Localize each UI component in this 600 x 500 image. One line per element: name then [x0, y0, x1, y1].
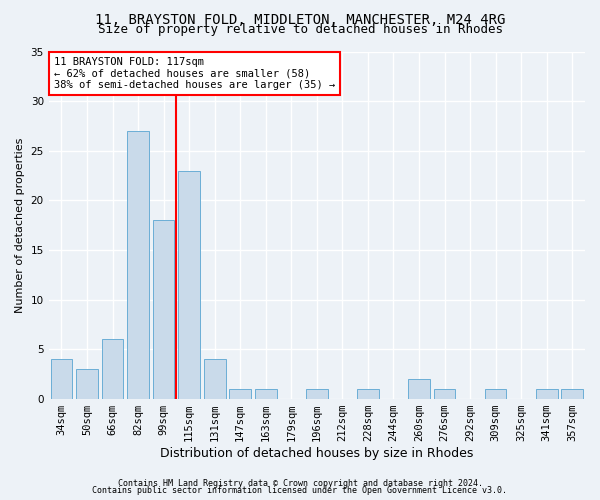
Bar: [255, 389, 277, 399]
Bar: [536, 389, 557, 399]
Bar: [76, 370, 98, 399]
Bar: [562, 389, 583, 399]
Bar: [50, 360, 72, 399]
Bar: [178, 170, 200, 399]
Text: 11, BRAYSTON FOLD, MIDDLETON, MANCHESTER, M24 4RG: 11, BRAYSTON FOLD, MIDDLETON, MANCHESTER…: [95, 12, 505, 26]
Bar: [101, 340, 124, 399]
Bar: [434, 389, 455, 399]
Bar: [127, 131, 149, 399]
Text: Size of property relative to detached houses in Rhodes: Size of property relative to detached ho…: [97, 22, 503, 36]
Bar: [485, 389, 506, 399]
Bar: [204, 360, 226, 399]
Bar: [357, 389, 379, 399]
Text: Contains public sector information licensed under the Open Government Licence v3: Contains public sector information licen…: [92, 486, 508, 495]
Bar: [408, 379, 430, 399]
Text: Contains HM Land Registry data © Crown copyright and database right 2024.: Contains HM Land Registry data © Crown c…: [118, 478, 482, 488]
X-axis label: Distribution of detached houses by size in Rhodes: Distribution of detached houses by size …: [160, 447, 473, 460]
Y-axis label: Number of detached properties: Number of detached properties: [15, 138, 25, 313]
Text: 11 BRAYSTON FOLD: 117sqm
← 62% of detached houses are smaller (58)
38% of semi-d: 11 BRAYSTON FOLD: 117sqm ← 62% of detach…: [54, 56, 335, 90]
Bar: [153, 220, 175, 399]
Bar: [306, 389, 328, 399]
Bar: [229, 389, 251, 399]
